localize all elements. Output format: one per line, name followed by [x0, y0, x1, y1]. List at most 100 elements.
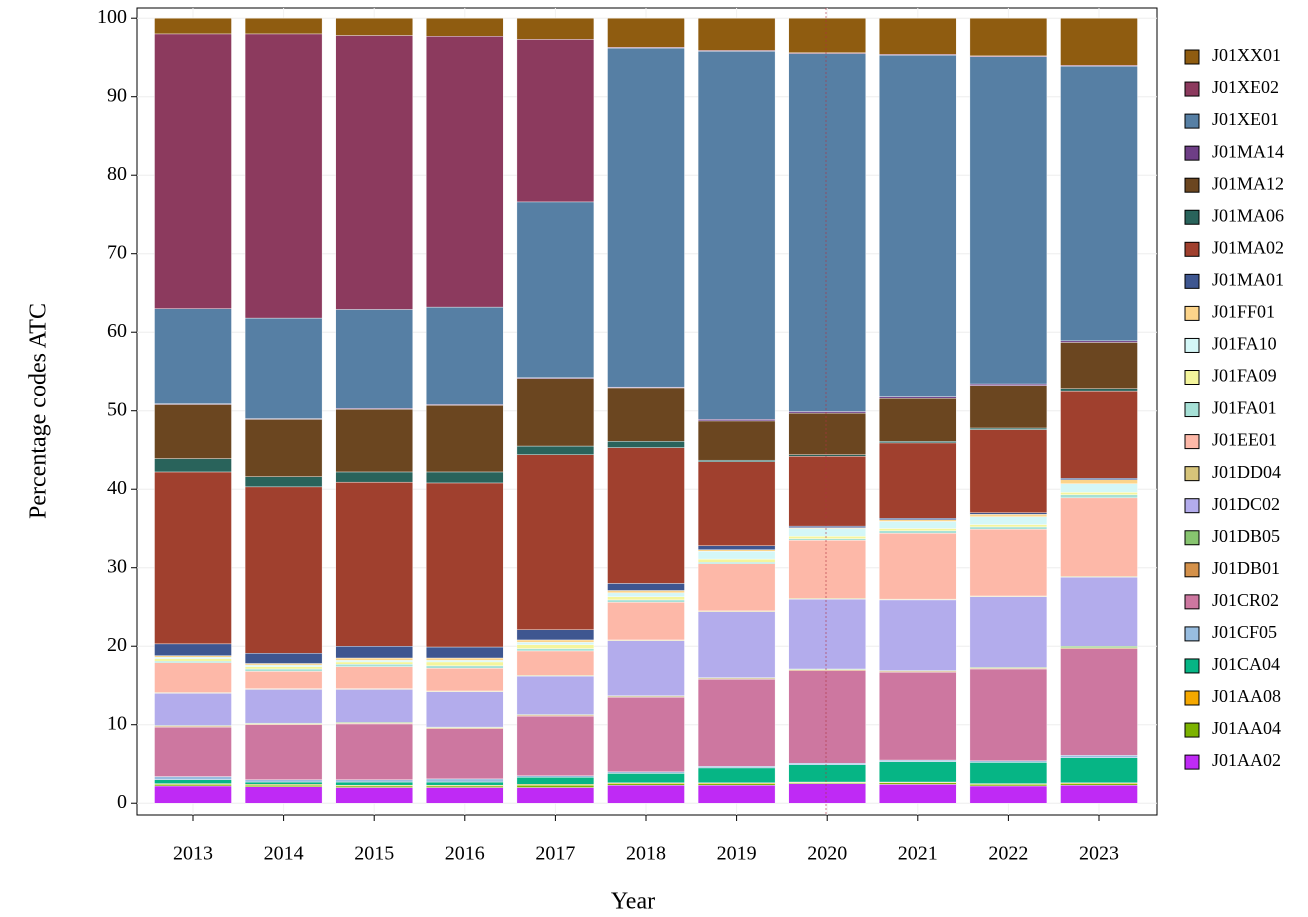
y-tick-label: 100: [97, 6, 127, 28]
legend-swatch: [1184, 177, 1200, 193]
bar-segment: [969, 785, 1048, 804]
bar-segment: [244, 781, 323, 785]
bar-segment: [697, 461, 776, 546]
x-tick-label: 2020: [807, 843, 847, 865]
bar-segment: [607, 784, 685, 804]
legend-label: J01AA02: [1212, 750, 1281, 770]
legend-label: J01DB01: [1212, 558, 1280, 578]
y-tick-label: 40: [107, 477, 127, 499]
y-axis-title: Percentage codes ATC: [26, 303, 52, 519]
bar-segment: [697, 783, 776, 786]
x-tick-label: 2015: [354, 843, 394, 865]
bar-segment: [154, 785, 232, 804]
bar-segment: [426, 405, 504, 473]
bar-segment: [335, 646, 413, 659]
y-tick-label: 70: [107, 241, 127, 263]
bar-segment: [516, 39, 595, 203]
bar-segment: [969, 526, 1048, 530]
bar-segment: [788, 456, 866, 527]
bar-segment: [426, 665, 504, 669]
legend-swatch: [1184, 273, 1200, 289]
bar-segment: [969, 596, 1048, 668]
legend-label: J01CF05: [1212, 622, 1277, 642]
legend-swatch: [1184, 81, 1200, 97]
bar-segment: [244, 671, 323, 689]
bar-segment: [154, 657, 232, 659]
bar-segment: [335, 781, 413, 786]
labels: 0 10 20 30 40 50 60 70 80 90 100 2013 2014 2015 2016 20…: [97, 6, 1119, 865]
bar-segment: [969, 429, 1048, 513]
bar-segment: [697, 549, 776, 552]
bar-segment: [244, 666, 323, 670]
bar-segment: [879, 396, 957, 399]
bar-segment: [969, 668, 1048, 762]
bar-segment: [426, 691, 504, 728]
legend-label: J01EE01: [1212, 430, 1277, 450]
x-tick-label: 2014: [264, 843, 304, 865]
x-tick-label: 2023: [1079, 843, 1119, 865]
bar-segment: [788, 538, 866, 541]
bar-segment: [1060, 648, 1138, 756]
bar-segment: [154, 655, 232, 658]
bar-segment: [154, 693, 232, 726]
y-tick-label: 50: [107, 398, 127, 420]
bar-segment: [969, 385, 1048, 429]
bar-segment: [879, 54, 957, 397]
bar-segment: [426, 661, 504, 667]
legend-label: J01FA09: [1212, 366, 1277, 386]
bar-segment: [969, 427, 1048, 430]
bar-segment: [426, 36, 504, 308]
bar-segment: [697, 766, 776, 769]
bar-segment: [516, 715, 595, 776]
y-tick-label: 20: [107, 634, 127, 656]
bar-segment: [426, 18, 504, 37]
x-tick-label: 2018: [626, 843, 666, 865]
bar-segment: [335, 664, 413, 667]
bar-segment: [697, 558, 776, 563]
bar-segment: [426, 657, 504, 661]
bar-segment: [516, 777, 595, 785]
bar-segment: [154, 658, 232, 662]
bars: [154, 18, 1138, 804]
legend-label: J01MA06: [1212, 205, 1284, 225]
bar-segment: [516, 18, 595, 40]
bar-segment: [335, 787, 413, 804]
bar-segment: [426, 778, 504, 783]
y-tick-label: 30: [107, 555, 127, 577]
bar-segment: [969, 524, 1048, 528]
bar-segment: [154, 726, 232, 777]
bar-segment: [879, 671, 957, 761]
bar-segment: [244, 663, 323, 666]
bar-segment: [1060, 18, 1138, 66]
bar-segment: [335, 661, 413, 665]
bar-segment: [426, 471, 504, 484]
legend-label: J01XE02: [1212, 77, 1279, 97]
bar-segment: [879, 18, 957, 55]
bar-segment: [697, 18, 776, 51]
bar-segment: [969, 56, 1048, 385]
legend-label: J01XX01: [1212, 45, 1281, 65]
bar-segment: [697, 419, 776, 422]
bar-segment: [788, 411, 866, 414]
bar-segment: [697, 545, 776, 550]
bar-segment: [154, 458, 232, 473]
legend-swatch: [1184, 434, 1200, 450]
bar-segment: [154, 404, 232, 459]
x-tick-label: 2016: [445, 843, 485, 865]
bar-segment: [244, 784, 323, 787]
bar-segment: [697, 562, 776, 564]
bar-segment: [426, 660, 504, 663]
legend-label: J01MA02: [1212, 237, 1284, 257]
legend-label: J01MA14: [1212, 141, 1284, 161]
legend-label: J01DC02: [1212, 494, 1280, 514]
bar-segment: [516, 201, 595, 378]
legend-swatch: [1184, 594, 1200, 610]
bar-segment: [788, 18, 866, 53]
bar-segment: [426, 482, 504, 648]
legend-swatch: [1184, 241, 1200, 257]
bar-segment: [335, 657, 413, 661]
legend-swatch: [1184, 690, 1200, 706]
bar-segment: [516, 675, 595, 715]
bar-segment: [335, 408, 413, 473]
bar-segment: [697, 784, 776, 804]
